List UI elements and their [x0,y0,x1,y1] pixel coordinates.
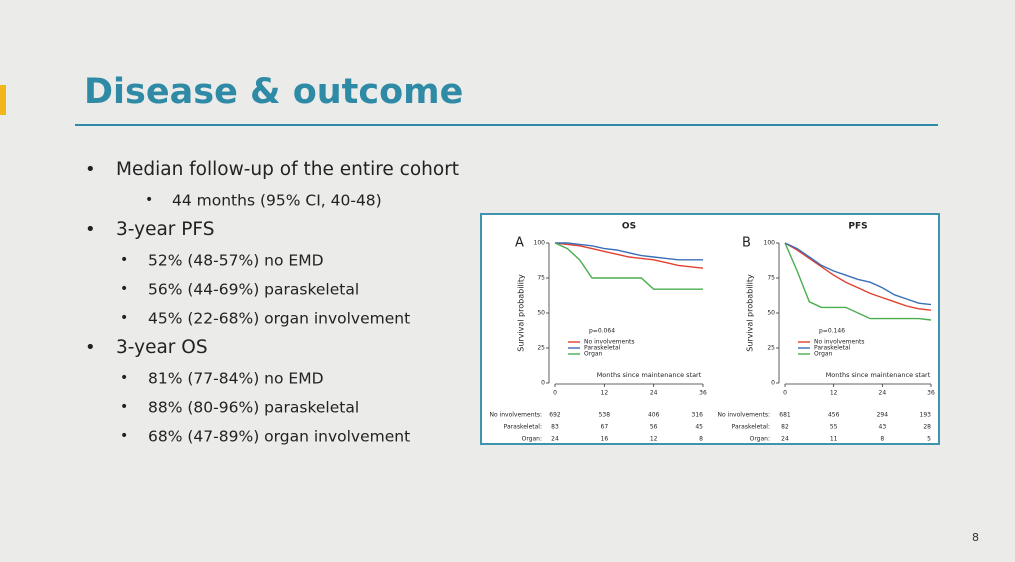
risk-count: 8 [880,436,884,443]
panel-label: B [742,236,751,251]
risk-count: 681 [779,412,791,419]
risk-count: 24 [551,436,559,443]
km-curve [554,242,703,290]
risk-row-label: Organ: [522,436,542,443]
risk-count: 538 [599,412,611,419]
bullet-dot: • [120,370,128,386]
risk-count: 28 [923,424,931,431]
y-axis-label: Survival probability [746,274,755,352]
sub-bullet-text: 88% (80-96%) paraskeletal [148,399,359,417]
sub-bullet-text: 52% (48-57%) no EMD [148,252,324,270]
legend-label: No involvements [584,339,634,346]
km-curve [555,242,703,261]
risk-count: 193 [920,412,932,419]
x-tick-label: 24 [879,390,887,397]
sub-bullet-text: 81% (77-84%) no EMD [148,370,324,388]
bullet-text: 3-year OS [116,337,208,358]
x-tick-label: 12 [601,390,609,397]
risk-count: 43 [879,424,887,431]
risk-row-label: No involvements: [489,412,542,419]
risk-row-label: Paraskeletal: [504,424,542,431]
risk-count: 82 [781,424,789,431]
x-tick-label: 36 [927,390,935,397]
y-tick-label: 25 [537,345,545,352]
sub-bullet-text: 56% (44-69%) paraskeletal [148,281,359,299]
y-tick-label: 50 [767,310,775,317]
risk-count: 45 [695,424,703,431]
legend-label: Paraskeletal [814,345,851,352]
x-tick-label: 0 [553,390,557,397]
bullet-text: 3-year PFS [116,219,215,240]
bullet-dot: • [85,219,96,240]
risk-count: 67 [601,424,609,431]
risk-count: 294 [877,412,889,419]
slide-title: Disease & outcome [84,72,463,112]
y-tick-label: 75 [537,275,545,282]
risk-count: 8 [699,436,703,443]
bullet-dot: • [145,192,153,208]
x-tick-label: 36 [699,390,707,397]
risk-count: 456 [828,412,840,419]
sub-bullet-text: 45% (22-68%) organ involvement [148,310,410,328]
panel-label: A [515,236,524,251]
risk-count: 692 [549,412,561,419]
figure-frame [480,213,940,445]
y-tick-label: 25 [767,345,775,352]
km-curve [784,242,932,311]
y-axis-label: Survival probability [517,274,526,352]
risk-row-label: Paraskeletal: [732,424,770,431]
risk-count: 56 [650,424,658,431]
risk-count: 11 [830,436,838,443]
risk-row-label: Organ: [750,436,770,443]
p-value: p=0.146 [819,328,845,335]
risk-count: 55 [830,424,838,431]
sub-bullet-text: 68% (47-89%) organ involvement [148,428,410,446]
risk-count: 24 [781,436,789,443]
km-curve [784,242,932,306]
panel-title: OS [622,222,636,232]
legend-label: Organ [584,351,603,358]
y-tick-label: 100 [764,240,776,247]
legend-label: No involvements [814,339,864,346]
y-tick-label: 50 [537,310,545,317]
panel-title: PFS [848,222,867,232]
x-tick-label: 0 [783,390,787,397]
bullet-dot: • [120,252,128,268]
risk-count: 12 [650,436,658,443]
y-tick-label: 0 [541,380,545,387]
bullet-dot: • [85,337,96,358]
page-number: 8 [972,531,979,544]
bullet-dot: • [120,399,128,415]
bullet-dot: • [120,281,128,297]
risk-count: 16 [601,436,609,443]
x-axis-label: Months since maintenance start [826,371,931,379]
risk-count: 5 [927,436,931,443]
accent [0,85,6,115]
bullet-dot: • [120,310,128,326]
risk-count: 83 [551,424,559,431]
risk-count: 316 [692,412,704,419]
bullet-dot: • [85,159,96,180]
sub-bullet-text: 44 months (95% CI, 40-48) [172,192,382,210]
bullet-dot: • [120,428,128,444]
km-curve [784,242,932,321]
legend-label: Organ [814,351,833,358]
legend-label: Paraskeletal [584,345,621,352]
bullet-text: Median follow-up of the entire cohort [116,159,459,180]
risk-count: 406 [648,412,660,419]
y-tick-label: 100 [534,240,546,247]
x-axis-label: Months since maintenance start [597,371,702,379]
km-curve [554,242,704,269]
x-tick-label: 12 [830,390,838,397]
p-value: p=0.064 [589,328,615,335]
y-tick-label: 75 [767,275,775,282]
x-tick-label: 24 [650,390,658,397]
risk-row-label: No involvements: [717,412,770,419]
y-tick-label: 0 [771,380,775,387]
